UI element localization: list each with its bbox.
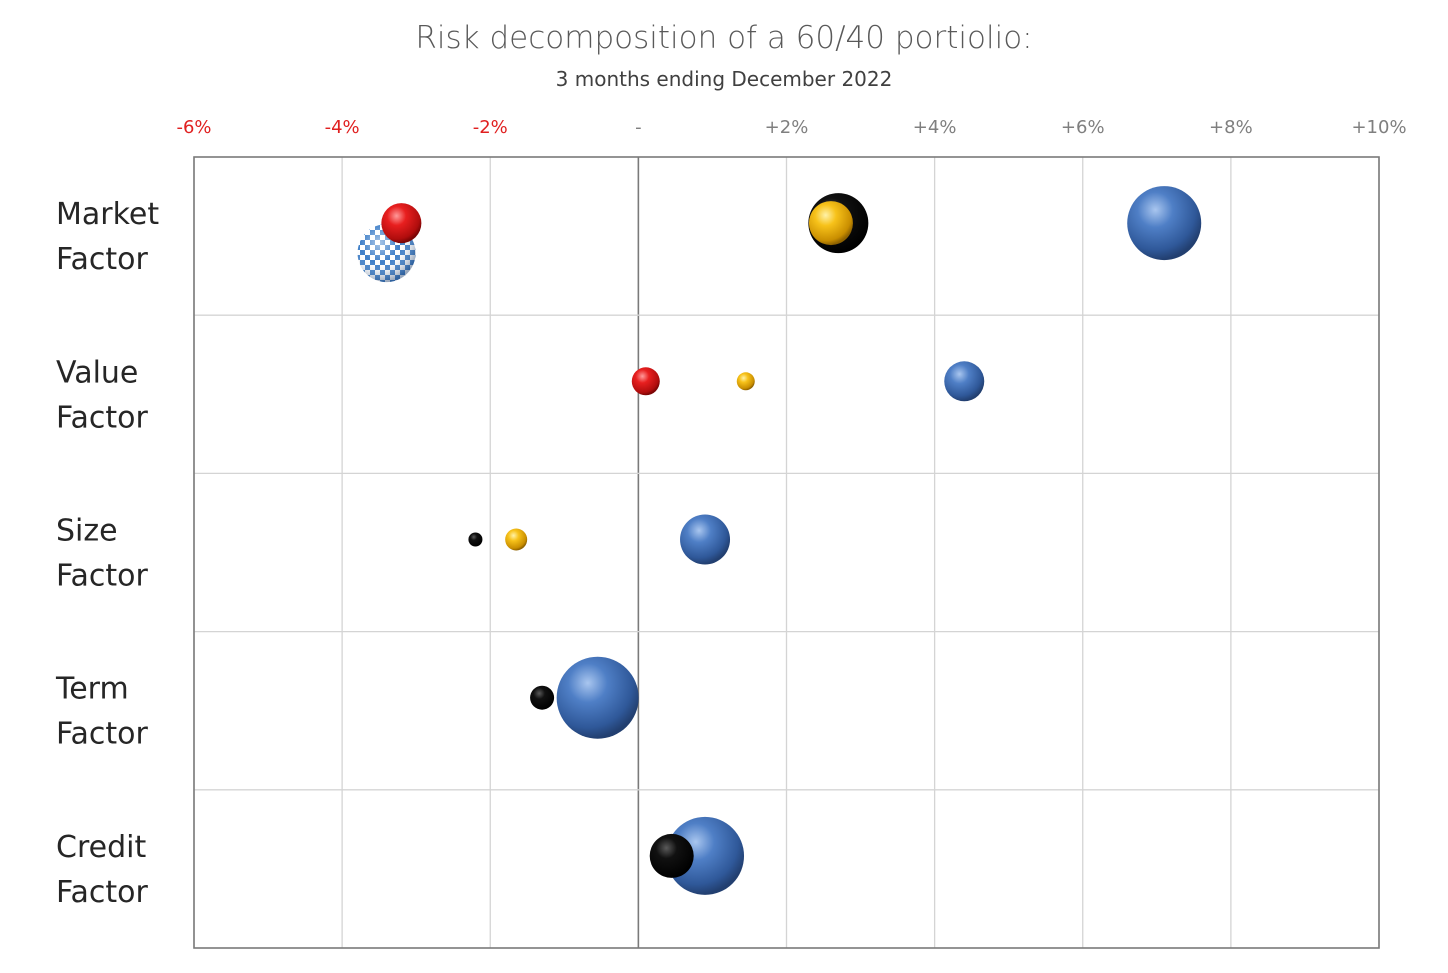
row-label-4-line2: Factor <box>56 875 148 910</box>
bubble-blue-row1 <box>944 361 985 402</box>
row-label-3-line2: Factor <box>56 717 148 752</box>
chart-title: Risk decomposition of a 60/40 portiolio: <box>415 20 1033 56</box>
row-label-0-line1: Market <box>56 197 159 232</box>
bubble-blue-row4 <box>666 816 745 895</box>
x-tick-label-2: -2% <box>473 117 508 138</box>
bubble-red-row1 <box>631 367 660 396</box>
x-tick-label-7: +8% <box>1209 117 1253 138</box>
grid <box>193 156 1380 949</box>
row-label-4-line1: Credit <box>56 830 146 865</box>
row-label-3-line1: Term <box>55 672 129 707</box>
row-label-1-line1: Value <box>56 355 138 390</box>
x-tick-label-1: -4% <box>325 117 360 138</box>
bubble-black-row2 <box>468 532 483 547</box>
row-label-1-line2: Factor <box>56 400 148 435</box>
bubbles <box>357 186 1202 895</box>
x-axis-ticks: -6% -4% -2% - +2% +4% +6% +8% +10% <box>176 117 1406 138</box>
bubble-yellow-row1 <box>736 372 755 391</box>
x-tick-label-3: - <box>635 117 642 138</box>
x-tick-label-4: +2% <box>765 117 809 138</box>
row-labels: Market Factor Value Factor Size Factor Term Fac… <box>55 197 159 910</box>
row-label-2-line1: Size <box>56 514 118 549</box>
x-tick-label-5: +4% <box>913 117 957 138</box>
x-tick-label-0: -6% <box>176 117 211 138</box>
bubble-black-row4 <box>649 833 694 878</box>
chart-subtitle: 3 months ending December 2022 <box>555 67 893 91</box>
bubble-blue-row3 <box>556 656 639 739</box>
plot-border <box>193 156 1380 949</box>
row-label-2-line2: Factor <box>56 559 148 594</box>
row-label-0-line2: Factor <box>56 242 148 277</box>
bubble-yellow-row0 <box>808 201 853 246</box>
bubble-black-row3 <box>530 685 555 710</box>
x-tick-label-6: +6% <box>1061 117 1105 138</box>
bubble-red-row0 <box>381 203 422 244</box>
bubble-blue-row2 <box>680 514 731 565</box>
bubble-yellow-row2 <box>505 528 528 551</box>
x-tick-label-8: +10% <box>1351 117 1406 138</box>
bubble-blue-row0 <box>1127 186 1202 261</box>
